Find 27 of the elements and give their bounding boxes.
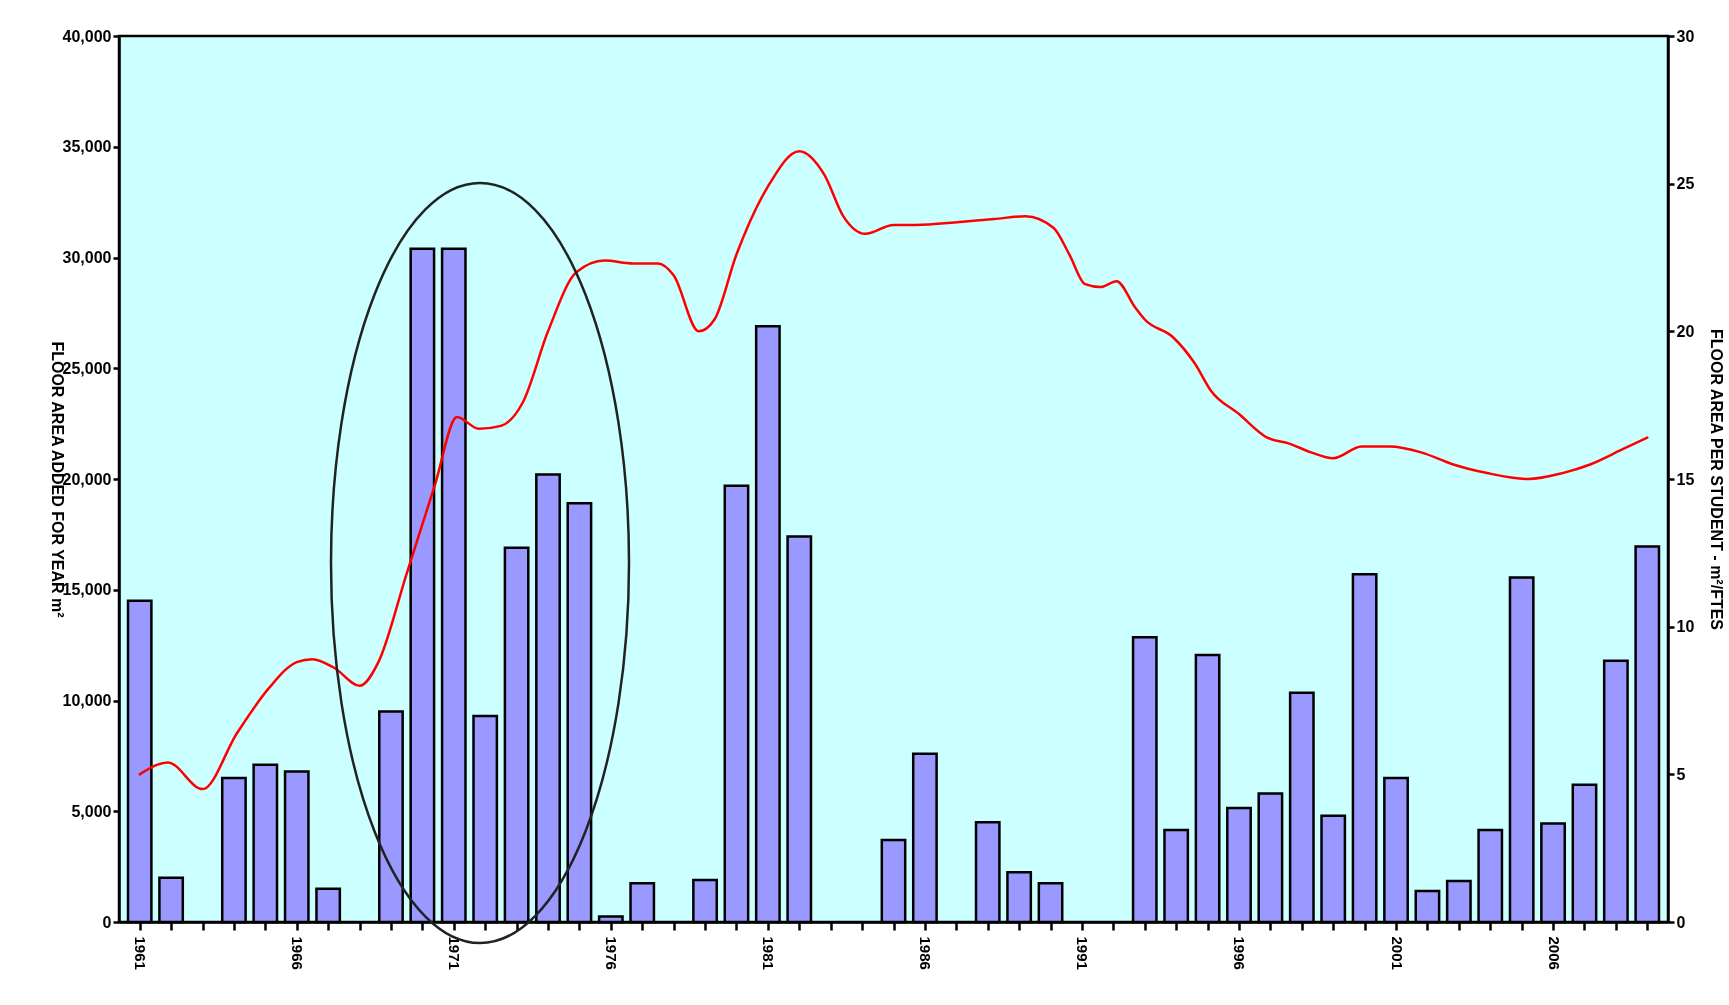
y-tick-label: 5,000: [71, 802, 112, 820]
x-tick-label: 1966: [289, 936, 307, 970]
y2-tick-label: 15: [1676, 470, 1695, 488]
y-tick-label: 20,000: [62, 470, 112, 488]
x-tick-label: 1986: [917, 936, 935, 970]
y-tick-label: 40,000: [62, 27, 112, 45]
y2-tick-label: 25: [1676, 175, 1695, 193]
y2-tick-label: 0: [1676, 913, 1686, 931]
y2-tick-label: 20: [1676, 322, 1695, 340]
y-tick-label: 30,000: [62, 249, 112, 266]
x-tick-label: 2006: [1545, 936, 1563, 970]
x-tick-label: 1981: [760, 936, 778, 970]
y-tick-label: 35,000: [62, 138, 112, 156]
x-tick-label: 1961: [132, 936, 150, 970]
line-series: [138, 149, 1649, 791]
x-tick-label: 1996: [1231, 936, 1249, 970]
y2-tick-label: 10: [1676, 618, 1695, 636]
y-tick-label: 25,000: [62, 359, 112, 377]
y2-axis-title: FLOOR AREA PER STUDENT - m²/FTES: [1708, 328, 1726, 631]
y-tick-label: 10,000: [62, 692, 112, 709]
x-tick-label: 2001: [1388, 936, 1406, 970]
x-tick-label: 1991: [1074, 936, 1092, 970]
y2-tick-label: 30: [1676, 27, 1695, 45]
x-tick-label: 1971: [446, 936, 464, 970]
x-tick-label: 1976: [603, 936, 621, 970]
y2-tick-label: 5: [1676, 765, 1686, 783]
y-tick-label: 0: [102, 913, 112, 931]
